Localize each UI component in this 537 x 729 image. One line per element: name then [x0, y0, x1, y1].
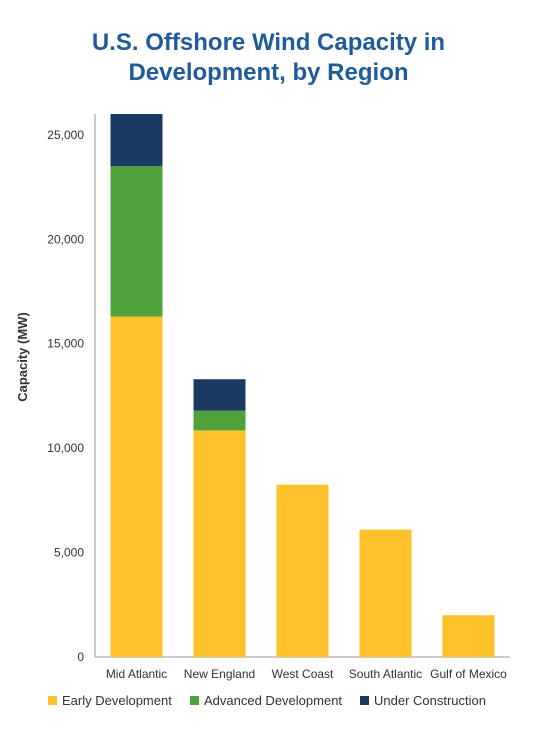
bar-segment — [193, 379, 246, 411]
legend-label: Advanced Development — [204, 693, 342, 708]
x-tick-label: Mid Atlantic — [106, 667, 167, 681]
legend-swatch — [190, 696, 199, 705]
legend-label: Early Development — [62, 693, 172, 708]
y-tick-label: 25,000 — [47, 128, 84, 142]
x-tick-label: Gulf of Mexico — [430, 667, 507, 681]
y-tick-label: 5,000 — [54, 546, 84, 560]
chart-title-line-2: Development, by Region — [128, 59, 409, 86]
x-tick-label: South Atlantic — [349, 667, 422, 681]
chart-title-line-1: U.S. Offshore Wind Capacity in — [91, 29, 446, 56]
bar-segment — [193, 430, 246, 657]
x-tick-label: West Coast — [272, 667, 334, 681]
chart-title: U.S. Offshore Wind Capacity in Developme… — [0, 28, 537, 88]
y-tick-label: 20,000 — [47, 232, 84, 246]
bar-segment — [276, 484, 329, 657]
y-axis-label: Capacity (MW) — [15, 312, 30, 402]
y-tick-label: 10,000 — [47, 441, 84, 455]
y-tick-label: 15,000 — [47, 337, 84, 351]
bar-segment — [442, 615, 495, 657]
bar-segment — [110, 166, 163, 317]
y-tick-label: 0 — [77, 650, 84, 664]
legend-swatch — [48, 696, 57, 705]
bar-segment — [110, 316, 163, 657]
x-tick-label: New England — [184, 667, 255, 681]
legend-swatch — [360, 696, 369, 705]
bar-segment — [110, 114, 163, 167]
bar-segment — [193, 410, 246, 431]
bar-segment — [359, 529, 412, 657]
legend-label: Under Construction — [374, 693, 486, 708]
